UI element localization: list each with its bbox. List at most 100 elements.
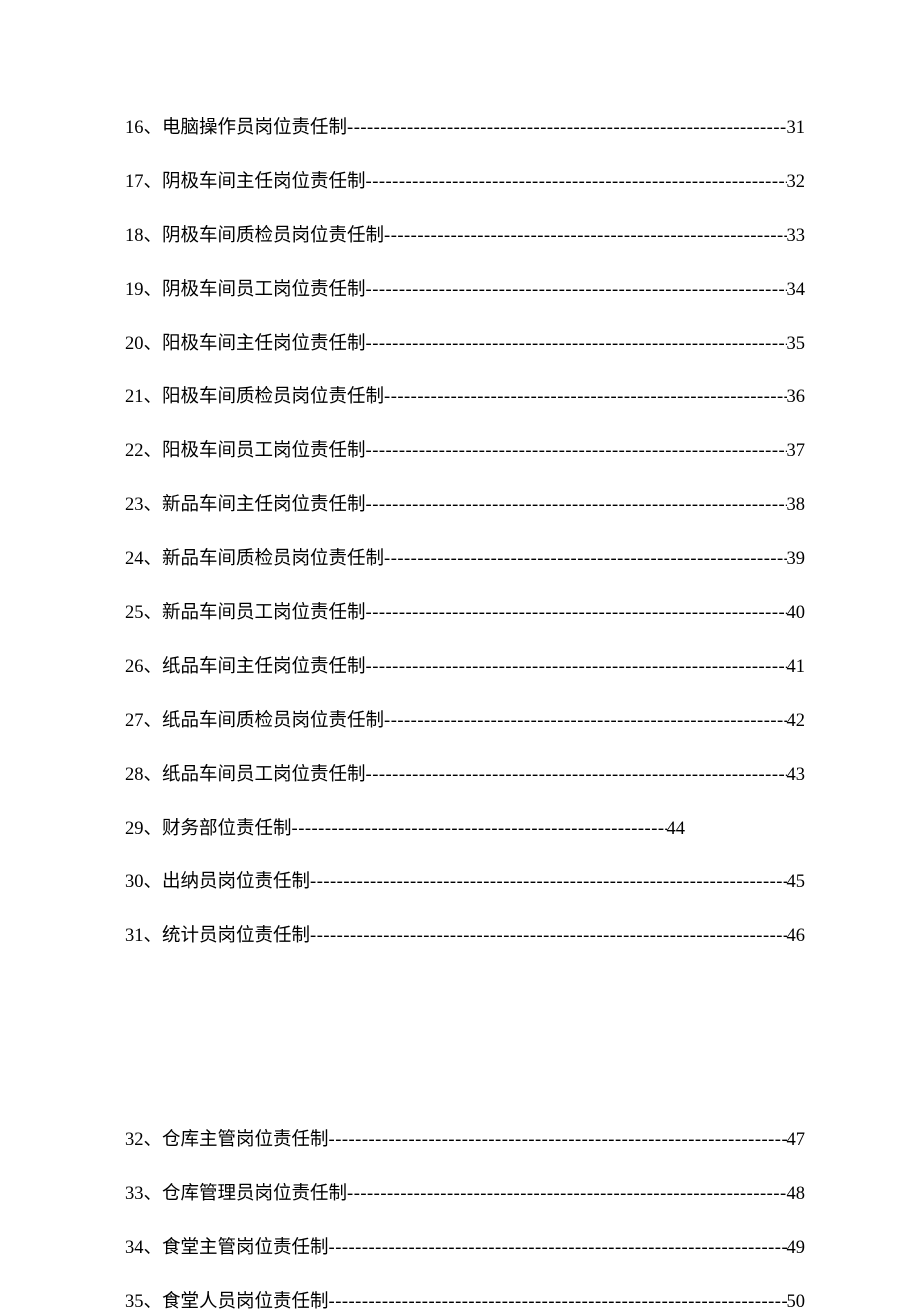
toc-entry-title: 阴极车间主任岗位责任制 bbox=[162, 170, 366, 196]
toc-entry-number: 27 bbox=[125, 709, 144, 735]
toc-entry-number: 26 bbox=[125, 655, 144, 681]
toc-leader bbox=[384, 385, 786, 411]
toc-leader bbox=[366, 601, 787, 627]
toc-entry-number: 17 bbox=[125, 170, 144, 196]
toc-entry: 26、纸品车间主任岗位责任制 41 bbox=[125, 655, 805, 681]
toc-leader bbox=[366, 655, 787, 681]
toc-entry: 18、阴极车间质检员岗位责任制 33 bbox=[125, 224, 805, 250]
toc-leader bbox=[384, 709, 786, 735]
toc-entry-page: 47 bbox=[787, 1128, 806, 1154]
section-gap bbox=[125, 978, 805, 1128]
toc-entry: 32、仓库主管岗位责任制 47 bbox=[125, 1128, 805, 1154]
toc-page: 16、电脑操作员岗位责任制3117、阴极车间主任岗位责任制3218、阴极车间质检… bbox=[0, 0, 920, 1316]
toc-entry-number: 20 bbox=[125, 332, 144, 358]
toc-entry-number: 18 bbox=[125, 224, 144, 250]
toc-entry: 22、阳极车间员工岗位责任制37 bbox=[125, 439, 805, 465]
toc-entry-title: 出纳员岗位责任制 bbox=[162, 870, 310, 896]
toc-entry-title: 仓库主管岗位责任制 bbox=[162, 1128, 329, 1154]
toc-entry-title: 阳极车间主任岗位责任制 bbox=[162, 332, 366, 358]
toc-entry-title: 阳极车间质检员岗位责任制 bbox=[162, 385, 384, 411]
toc-entry: 27、纸品车间质检员岗位责任制42 bbox=[125, 709, 805, 735]
toc-leader bbox=[366, 493, 787, 519]
toc-entry-separator: 、 bbox=[144, 924, 163, 950]
toc-entry-page: 39 bbox=[787, 547, 806, 573]
toc-entry-separator: 、 bbox=[144, 1128, 163, 1154]
toc-entry-title: 阴极车间员工岗位责任制 bbox=[162, 278, 366, 304]
toc-leader bbox=[347, 116, 786, 142]
toc-entry: 31、统计员岗位责任制46 bbox=[125, 924, 805, 950]
toc-entry-separator: 、 bbox=[144, 655, 163, 681]
toc-entry-number: 34 bbox=[125, 1236, 144, 1262]
toc-entry-separator: 、 bbox=[144, 817, 163, 843]
toc-entry-title: 统计员岗位责任制 bbox=[162, 924, 310, 950]
toc-entry-number: 28 bbox=[125, 763, 144, 789]
toc-entry-page: 42 bbox=[787, 709, 806, 735]
toc-leader bbox=[310, 870, 786, 896]
toc-entry-separator: 、 bbox=[144, 116, 163, 142]
toc-leader bbox=[384, 547, 786, 573]
toc-entry-number: 33 bbox=[125, 1182, 144, 1208]
toc-entry-number: 32 bbox=[125, 1128, 144, 1154]
toc-entry: 29、财务部位责任制44 bbox=[125, 817, 805, 843]
toc-entry: 35、食堂人员岗位责任制 50 bbox=[125, 1290, 805, 1316]
toc-leader bbox=[347, 1182, 786, 1208]
toc-entry: 25、新品车间员工岗位责任制 40 bbox=[125, 601, 805, 627]
toc-entry-title: 新品车间员工岗位责任制 bbox=[162, 601, 366, 627]
toc-leader bbox=[366, 170, 787, 196]
toc-leader bbox=[366, 332, 787, 358]
toc-entry: 20、阳极车间主任岗位责任制 35 bbox=[125, 332, 805, 358]
toc-entry-page: 40 bbox=[787, 601, 806, 627]
toc-entry-separator: 、 bbox=[144, 278, 163, 304]
toc-entry-number: 25 bbox=[125, 601, 144, 627]
toc-entry-title: 食堂人员岗位责任制 bbox=[162, 1290, 329, 1316]
toc-entry-separator: 、 bbox=[144, 1182, 163, 1208]
toc-entry-separator: 、 bbox=[144, 763, 163, 789]
toc-entry-number: 30 bbox=[125, 870, 144, 896]
toc-entry: 19、阴极车间员工岗位责任制34 bbox=[125, 278, 805, 304]
toc-entry-page: 50 bbox=[787, 1290, 806, 1316]
toc-entry-page: 35 bbox=[787, 332, 806, 358]
toc-entry-page: 48 bbox=[787, 1182, 806, 1208]
toc-entry: 17、阴极车间主任岗位责任制32 bbox=[125, 170, 805, 196]
toc-entry-title: 阴极车间质检员岗位责任制 bbox=[162, 224, 384, 250]
toc-entry-number: 24 bbox=[125, 547, 144, 573]
toc-entry-title: 纸品车间员工岗位责任制 bbox=[162, 763, 366, 789]
toc-entry-separator: 、 bbox=[144, 493, 163, 519]
toc-entry-separator: 、 bbox=[144, 385, 163, 411]
toc-entry-page: 32 bbox=[787, 170, 806, 196]
toc-leader bbox=[384, 224, 786, 250]
toc-entry: 33、仓库管理员岗位责任制48 bbox=[125, 1182, 805, 1208]
toc-entry-page: 45 bbox=[787, 870, 806, 896]
toc-entry-separator: 、 bbox=[144, 439, 163, 465]
toc-entry-title: 阳极车间员工岗位责任制 bbox=[162, 439, 366, 465]
toc-entry-separator: 、 bbox=[144, 547, 163, 573]
toc-entry-number: 21 bbox=[125, 385, 144, 411]
toc-leader bbox=[366, 278, 787, 304]
toc-entry-page: 44 bbox=[667, 817, 686, 843]
toc-entry-page: 43 bbox=[787, 763, 806, 789]
toc-entry-title: 新品车间主任岗位责任制 bbox=[162, 493, 366, 519]
toc-entry-separator: 、 bbox=[144, 332, 163, 358]
toc-leader bbox=[292, 817, 667, 843]
toc-leader bbox=[310, 924, 786, 950]
toc-entry-title: 纸品车间主任岗位责任制 bbox=[162, 655, 366, 681]
toc-entry-page: 33 bbox=[787, 224, 806, 250]
toc-entry: 28、纸品车间员工岗位责任制 43 bbox=[125, 763, 805, 789]
toc-entry-number: 35 bbox=[125, 1290, 144, 1316]
toc-entry-number: 22 bbox=[125, 439, 144, 465]
toc-entry: 24、新品车间质检员岗位责任制39 bbox=[125, 547, 805, 573]
toc-entry: 34、食堂主管岗位责任制49 bbox=[125, 1236, 805, 1262]
toc-entry-title: 财务部位责任制 bbox=[162, 817, 292, 843]
toc-entry-number: 23 bbox=[125, 493, 144, 519]
toc-entry-page: 49 bbox=[787, 1236, 806, 1262]
toc-entry-separator: 、 bbox=[144, 224, 163, 250]
toc-entry-page: 46 bbox=[787, 924, 806, 950]
toc-leader bbox=[329, 1236, 787, 1262]
toc-entry: 23、新品车间主任岗位责任制38 bbox=[125, 493, 805, 519]
toc-entry-separator: 、 bbox=[144, 601, 163, 627]
toc-entry-separator: 、 bbox=[144, 1290, 163, 1316]
toc-entry-page: 36 bbox=[787, 385, 806, 411]
toc-entry: 16、电脑操作员岗位责任制31 bbox=[125, 116, 805, 142]
toc-entry-page: 41 bbox=[787, 655, 806, 681]
toc-entry-separator: 、 bbox=[144, 1236, 163, 1262]
